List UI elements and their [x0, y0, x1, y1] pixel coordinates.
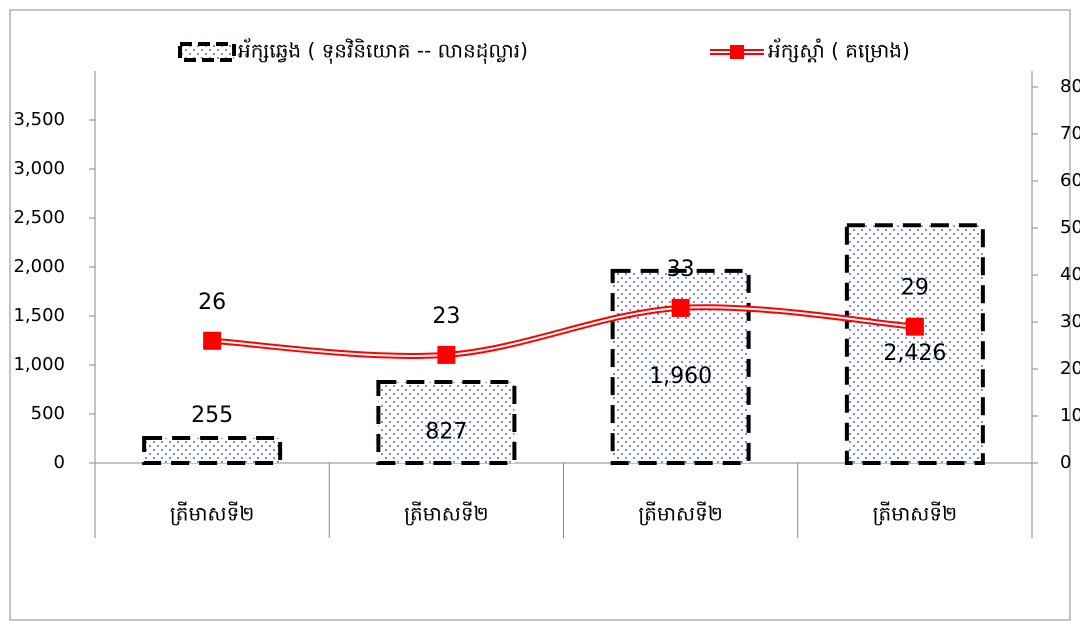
y-tick-label: 3,500	[13, 109, 65, 130]
y2-tick-label: 60	[1060, 170, 1080, 191]
y2-tick-label: 10	[1060, 405, 1080, 426]
line-value-label: 33	[667, 257, 695, 282]
legend-swatch	[178, 42, 236, 62]
line-marker	[671, 298, 690, 317]
legend-label: អ័ក្សស្តាំ ( គម្រោង)	[768, 38, 910, 63]
y-tick-label: 2,500	[13, 207, 65, 228]
bar-value-label: 255	[191, 403, 233, 428]
line-inner	[212, 306, 915, 357]
line-value-label: 23	[432, 304, 460, 329]
y-tick-label: 1,000	[13, 354, 65, 375]
y2-tick-label: 20	[1060, 358, 1080, 379]
bar-value-label: 2,426	[883, 341, 946, 366]
y2-tick-label: 30	[1060, 311, 1080, 332]
legend-label: អ័ក្សឆ្វេង ( ទុនវិនិយោគ -- លានដុល្លារ)	[238, 38, 528, 65]
y-tick-label: 500	[31, 403, 65, 424]
line-value-label: 26	[198, 290, 226, 315]
y2-tick-label: 50	[1060, 217, 1080, 238]
y-tick-label: 1,500	[13, 305, 65, 326]
y-tick-label: 3,000	[13, 158, 65, 179]
line-marker	[437, 345, 456, 364]
bar	[376, 379, 517, 466]
legend-marker	[730, 45, 744, 59]
y-tick-label: 0	[54, 452, 65, 473]
bar-value-label: 1,960	[649, 364, 712, 389]
x-tick-label: ត្រីមាសទី២	[404, 501, 489, 526]
y2-tick-label: 40	[1060, 264, 1080, 285]
bar-value-label: 827	[425, 419, 467, 444]
line-value-label: 29	[901, 276, 929, 301]
x-tick-label: ត្រីមាសទី២	[638, 501, 723, 526]
x-tick-label: ត្រីមាសទី២	[873, 501, 958, 526]
y2-tick-label: 70	[1060, 123, 1080, 144]
y-tick-label: 2,000	[13, 256, 65, 277]
y2-tick-label: 0	[1060, 452, 1071, 473]
line-marker	[203, 331, 222, 350]
x-tick-label: ត្រីមាសទី២	[170, 501, 255, 526]
y2-tick-label: 80	[1060, 76, 1080, 97]
bar	[142, 436, 283, 466]
bar	[844, 223, 985, 465]
line-marker	[905, 317, 924, 336]
